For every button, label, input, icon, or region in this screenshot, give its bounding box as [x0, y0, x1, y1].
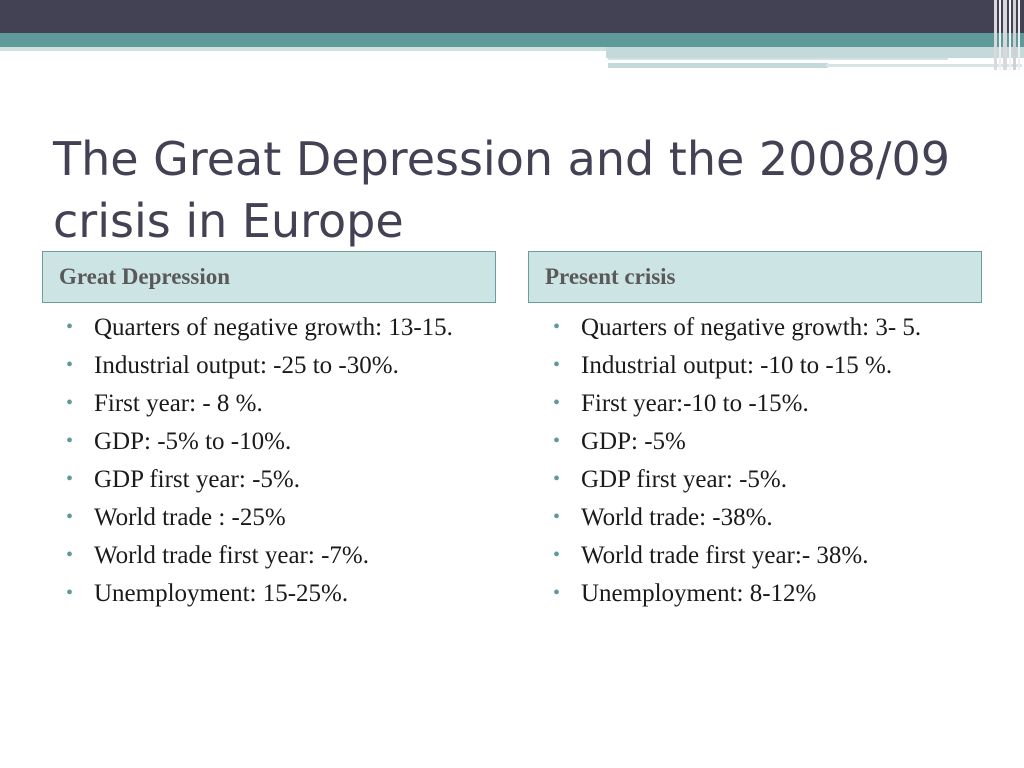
list-item-text: Quarters of negative growth: 3- 5. — [581, 314, 922, 341]
bullet-icon: • — [66, 582, 74, 604]
slide-title: The Great Depression and the 2008/09 cri… — [53, 132, 950, 248]
list-item-text: GDP first year: -5%. — [581, 466, 787, 493]
bullet-icon: • — [553, 354, 561, 376]
bullet-icon: • — [553, 430, 561, 452]
header-accent-line — [608, 58, 948, 60]
list-item: • World trade : -25% — [66, 501, 486, 534]
list-item-text: Unemployment: 8-12% — [581, 580, 817, 607]
list-item-text: First year: - 8 %. — [94, 390, 263, 417]
header-light-band-right — [606, 47, 1024, 58]
great-depression-bullet-list: • Quarters of negative growth: 13-15. • In… — [66, 311, 486, 615]
bullet-icon: • — [66, 430, 74, 452]
list-item-text: GDP: -5% — [581, 428, 686, 455]
list-item-text: World trade : -25% — [94, 504, 286, 531]
list-item: • Industrial output: -25 to -30%. — [66, 349, 486, 382]
list-item: • GDP first year: -5%. — [66, 463, 486, 496]
list-item-text: GDP first year: -5%. — [94, 466, 300, 493]
bullet-icon: • — [66, 468, 74, 490]
bullet-icon: • — [553, 506, 561, 528]
list-item: • First year:-10 to -15%. — [553, 387, 983, 420]
header-dark-band — [0, 0, 1024, 33]
list-item: • World trade: -38%. — [553, 501, 983, 534]
list-item-text: Quarters of negative growth: 13-15. — [94, 314, 453, 341]
header-teal-band — [0, 33, 1024, 47]
list-item: • GDP: -5% — [553, 425, 983, 458]
list-item-text: Industrial output: -25 to -30%. — [94, 352, 399, 379]
bullet-icon: • — [553, 544, 561, 566]
list-item: • World trade first year: -7%. — [66, 539, 486, 572]
list-item-text: Industrial output: -10 to -15 %. — [581, 352, 893, 379]
bullet-icon: • — [553, 468, 561, 490]
list-item-text: World trade first year:- 38%. — [581, 542, 869, 569]
list-item: • Unemployment: 8-12% — [553, 577, 983, 610]
list-item-text: World trade: -38%. — [581, 504, 773, 531]
list-item-text: GDP: -5% to -10%. — [94, 428, 292, 455]
bullet-icon: • — [66, 392, 74, 414]
bullet-icon: • — [553, 316, 561, 338]
header-accent-line — [826, 64, 1022, 67]
list-item-text: First year:-10 to -15%. — [581, 390, 809, 417]
list-item: • GDP first year: -5%. — [553, 463, 983, 496]
list-item: • Quarters of negative growth: 13-15. — [66, 311, 486, 344]
bullet-icon: • — [553, 392, 561, 414]
list-item: • Quarters of negative growth: 3- 5. — [553, 311, 983, 344]
column-header-great-depression: Great Depression — [42, 251, 496, 303]
bullet-icon: • — [66, 506, 74, 528]
bullet-icon: • — [66, 316, 74, 338]
present-crisis-bullet-list: • Quarters of negative growth: 3- 5. • Ind… — [553, 311, 983, 615]
column-header-present-crisis: Present crisis — [528, 251, 982, 303]
list-item-text: World trade first year: -7%. — [94, 542, 369, 569]
list-item: • GDP: -5% to -10%. — [66, 425, 486, 458]
list-item-text: Unemployment: 15-25%. — [94, 580, 349, 607]
header-stripes-decoration — [994, 0, 1024, 70]
list-item: • Industrial output: -10 to -15 %. — [553, 349, 983, 382]
list-item: • World trade first year:- 38%. — [553, 539, 983, 572]
header-accent-line — [608, 63, 828, 68]
list-item: • First year: - 8 %. — [66, 387, 486, 420]
list-item: • Unemployment: 15-25%. — [66, 577, 486, 610]
header-light-band — [0, 47, 606, 51]
bullet-icon: • — [66, 544, 74, 566]
bullet-icon: • — [66, 354, 74, 376]
bullet-icon: • — [553, 582, 561, 604]
